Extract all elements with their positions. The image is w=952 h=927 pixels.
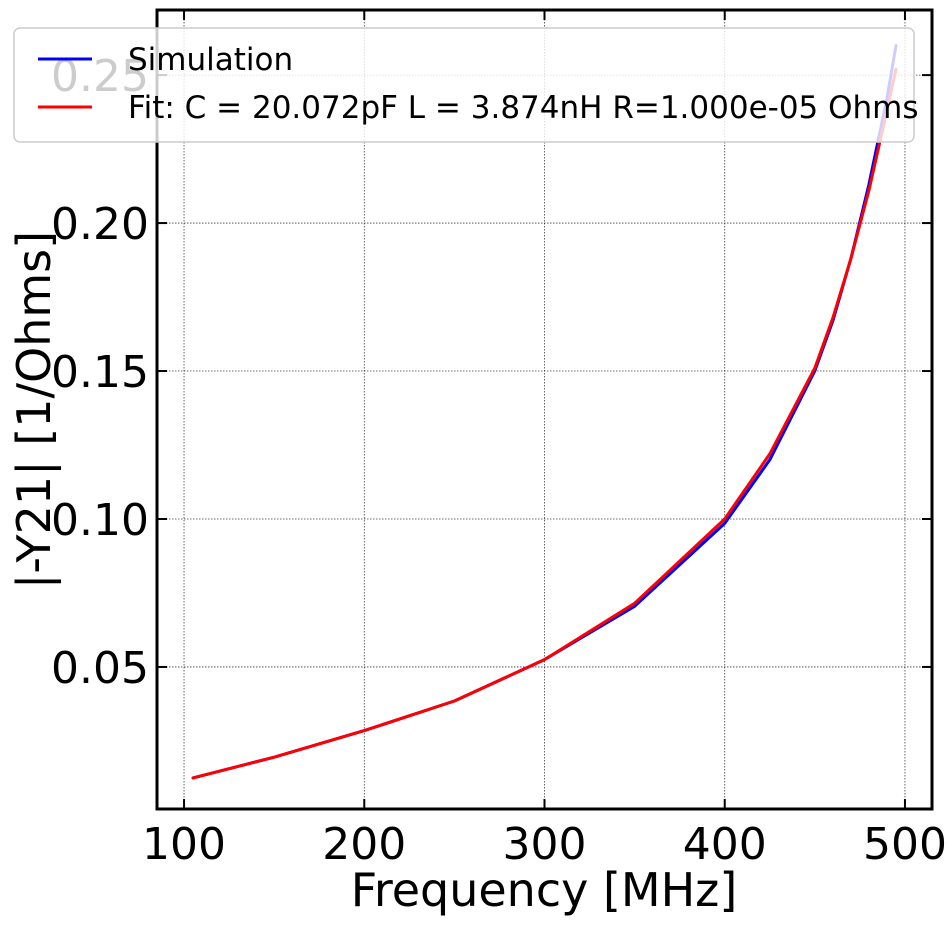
series-line-fit [191, 67, 898, 780]
legend-label-fit: Fit: C = 20.072pF L = 3.874nH R=1.000e-0… [128, 90, 919, 126]
legend: Simulation Fit: C = 20.072pF L = 3.874nH… [13, 27, 919, 143]
x-tick-label: 400 [683, 819, 767, 870]
y-tick-label: 0.15 [51, 347, 149, 398]
grid [157, 10, 932, 809]
legend-label-simulation: Simulation [128, 42, 293, 78]
series-layer [191, 44, 898, 780]
x-tick-label: 200 [322, 819, 406, 870]
y-axis-label: |-Y21| [1/Ohms] [7, 231, 62, 589]
y-tick-label: 0.10 [51, 495, 149, 546]
legend-box [13, 27, 915, 143]
y-tick-label: 0.20 [51, 199, 149, 250]
x-tick-label: 100 [142, 819, 226, 870]
x-tick-label: 300 [503, 819, 587, 870]
x-tick-label: 500 [863, 819, 947, 870]
x-axis-label: Frequency [MHz] [351, 863, 738, 917]
y-tick-label: 0.05 [51, 643, 149, 694]
